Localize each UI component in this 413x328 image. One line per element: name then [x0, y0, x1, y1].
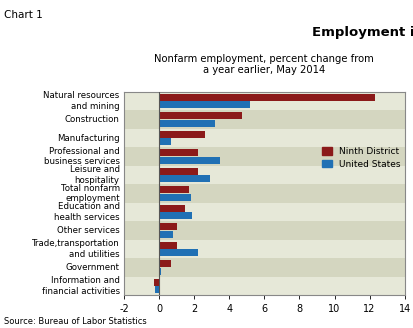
Bar [159, 149, 197, 156]
Bar [155, 286, 159, 293]
Bar [124, 277, 405, 295]
Bar [159, 168, 197, 175]
Bar [124, 110, 405, 129]
Bar [124, 258, 405, 277]
Bar [159, 101, 250, 108]
Text: Source: Bureau of Labor Statistics: Source: Bureau of Labor Statistics [4, 318, 147, 326]
Bar [159, 212, 192, 219]
Text: Employment increases for most industries: Employment increases for most industries [312, 26, 413, 39]
Bar [124, 129, 405, 147]
Bar [159, 223, 177, 230]
Bar [154, 279, 159, 286]
Bar [159, 131, 205, 138]
Bar [159, 113, 242, 119]
Bar [159, 94, 375, 101]
Bar [159, 249, 197, 256]
Bar [124, 92, 405, 110]
Bar [124, 240, 405, 258]
Bar [124, 221, 405, 240]
Bar [159, 186, 189, 193]
Bar [124, 184, 405, 203]
Bar [159, 194, 191, 201]
Legend: Ninth District, United States: Ninth District, United States [323, 147, 400, 169]
Bar [159, 268, 161, 275]
Bar [159, 157, 221, 164]
Bar [124, 147, 405, 166]
Bar [159, 260, 171, 267]
Bar [124, 166, 405, 184]
Bar [159, 205, 185, 212]
Text: Chart 1: Chart 1 [4, 10, 43, 20]
Bar [124, 203, 405, 221]
Bar [159, 120, 215, 127]
Bar [159, 138, 171, 145]
Text: Nonfarm employment, percent change from
a year earlier, May 2014: Nonfarm employment, percent change from … [154, 54, 374, 75]
Bar [159, 231, 173, 238]
Bar [159, 242, 177, 249]
Bar [159, 175, 210, 182]
